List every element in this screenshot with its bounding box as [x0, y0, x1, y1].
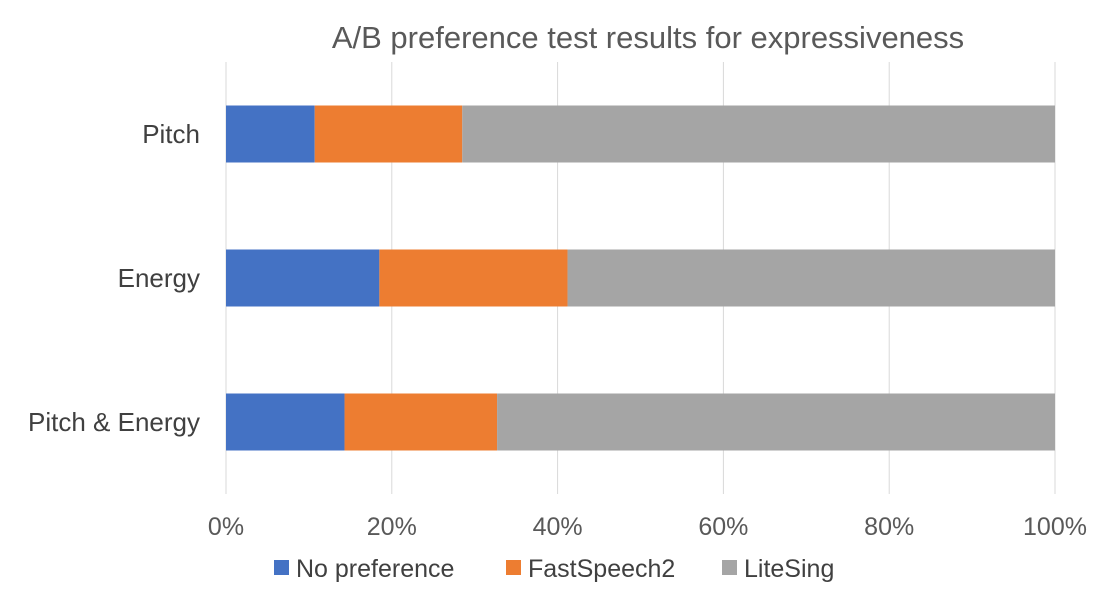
bar-pitch-energy-fastspeech2: [344, 393, 498, 451]
x-tick-label: 0%: [208, 513, 244, 541]
category-labels: Pitch Energy Pitch & Energy: [28, 119, 200, 437]
chart-title: A/B preference test results for expressi…: [332, 20, 964, 55]
legend-item-fastspeech2: FastSpeech2: [506, 555, 675, 583]
x-tick-label: 100%: [1023, 513, 1087, 541]
bar-pitch-energy-litesing: [497, 393, 1055, 451]
bar-energy-litesing: [567, 249, 1055, 307]
legend-item-no-preference: No preference: [274, 555, 454, 583]
x-tick-label: 60%: [698, 513, 748, 541]
x-tick-label: 20%: [367, 513, 417, 541]
legend: No preference FastSpeech2 LiteSing: [274, 555, 834, 583]
legend-swatch: [722, 560, 737, 575]
bar-pitch-litesing: [462, 105, 1055, 163]
bar-pitch-no-preference: [226, 105, 315, 163]
bar-pitch-fastspeech2: [314, 105, 463, 163]
legend-swatch: [274, 560, 289, 575]
bar-energy-fastspeech2: [379, 249, 568, 307]
bar-energy-no-preference: [226, 249, 380, 307]
category-label-pitch: Pitch: [142, 119, 200, 149]
legend-item-litesing: LiteSing: [722, 555, 834, 583]
category-label-energy: Energy: [118, 263, 200, 293]
legend-label: FastSpeech2: [528, 555, 675, 583]
x-axis-ticks: 0% 20% 40% 60% 80% 100%: [208, 513, 1087, 541]
category-label-pitch-energy: Pitch & Energy: [28, 407, 200, 437]
bar-pitch-energy-no-preference: [226, 393, 345, 451]
bars: [226, 105, 1055, 451]
x-tick-label: 80%: [864, 513, 914, 541]
legend-label: LiteSing: [744, 555, 834, 583]
legend-label: No preference: [296, 555, 454, 583]
x-tick-label: 40%: [533, 513, 583, 541]
legend-swatch: [506, 560, 521, 575]
